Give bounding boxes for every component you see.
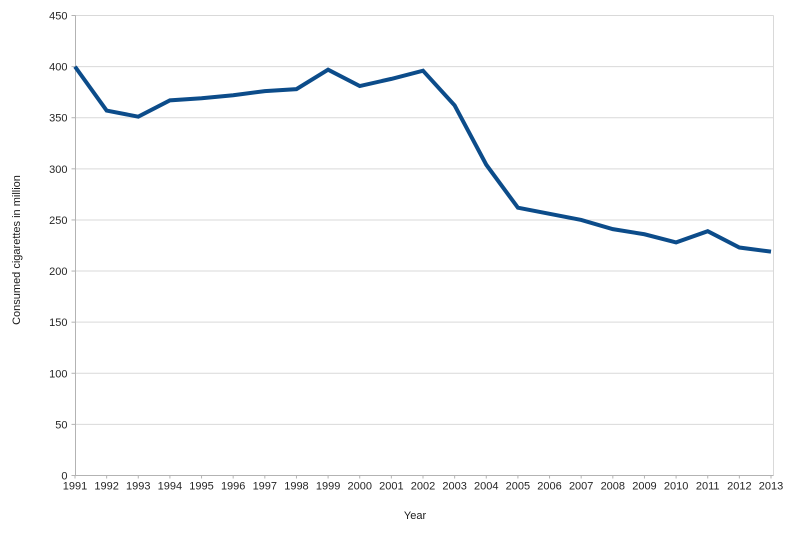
y-tick-label: 250	[49, 215, 67, 227]
y-tick-label: 400	[49, 62, 67, 74]
data-series-line	[73, 65, 772, 254]
x-tick-label: 2010	[664, 481, 688, 493]
y-tick-label: 100	[49, 368, 67, 380]
x-tick-label: 1999	[316, 481, 340, 493]
x-axis-title: Year	[404, 510, 427, 522]
x-tick-label: 2012	[727, 481, 751, 493]
x-tick-label: 1996	[221, 481, 245, 493]
x-tick-label: 2000	[347, 481, 371, 493]
x-tick-label: 2005	[506, 481, 530, 493]
x-tick-label: 1995	[189, 481, 213, 493]
x-tick-label: 1993	[126, 481, 150, 493]
chart-generated-layer: 0 50 100 150 200 250 300 350 400 450 1991 1992 1993 1…	[49, 11, 783, 493]
y-tick-label: 350	[49, 113, 67, 125]
x-tick-label: 2004	[474, 481, 498, 493]
x-tick-label: 1994	[158, 481, 182, 493]
x-tick-label: 2013	[759, 481, 783, 493]
x-tick-label: 1997	[253, 481, 277, 493]
y-axis-title: Consumed cigarettes in million	[11, 175, 23, 325]
x-tick-label: 1991	[63, 481, 87, 493]
y-tick-label: 150	[49, 317, 67, 329]
x-tick-label: 1992	[94, 481, 118, 493]
y-tick-label: 450	[49, 11, 67, 23]
x-tick-label: 1998	[284, 481, 308, 493]
x-tick-label: 2001	[379, 481, 403, 493]
y-tick-label: 300	[49, 164, 67, 176]
x-tick-label: 2008	[601, 481, 625, 493]
y-tick-label: 200	[49, 266, 67, 278]
x-tick-label: 2002	[411, 481, 435, 493]
x-tick-label: 2009	[632, 481, 656, 493]
x-tick-label: 2006	[537, 481, 561, 493]
y-tick-label: 0	[61, 471, 67, 483]
x-tick-label: 2003	[442, 481, 466, 493]
x-tick-label: 2007	[569, 481, 593, 493]
y-tick-label: 50	[55, 419, 67, 431]
x-tick-label: 2011	[696, 481, 720, 493]
